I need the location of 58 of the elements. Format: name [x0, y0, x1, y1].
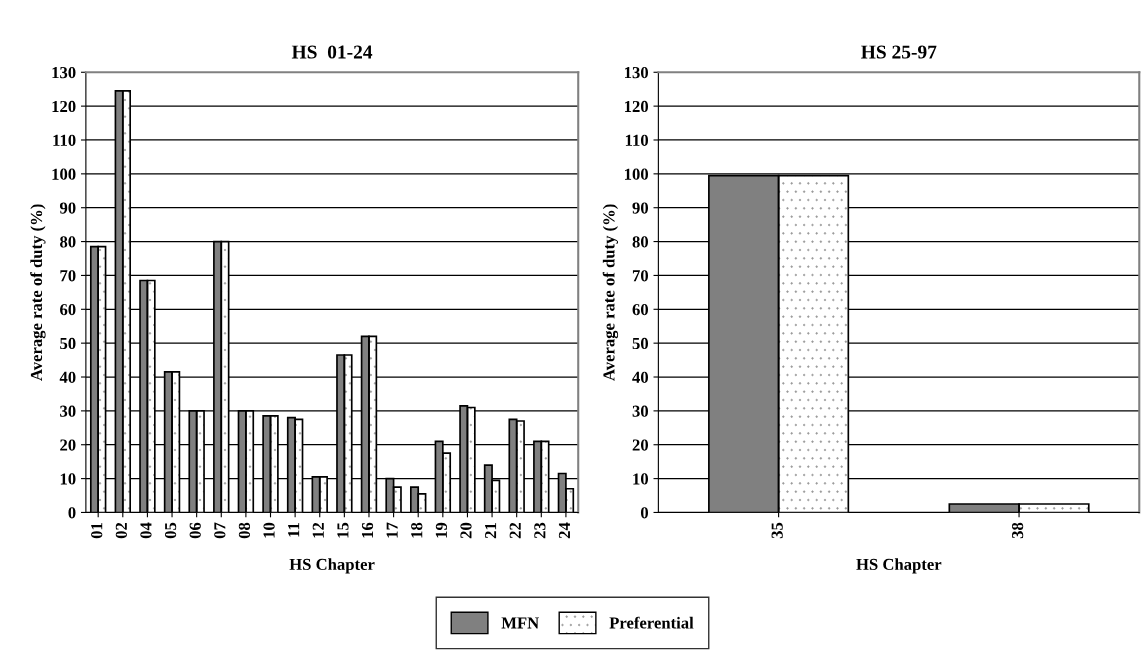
- x-axis-title: HS Chapter: [856, 558, 942, 574]
- x-tick-label: 01: [91, 523, 103, 539]
- x-tick-label: 08: [238, 522, 251, 539]
- y-tick-label: 20: [632, 439, 649, 451]
- y-tick-label: 60: [60, 303, 76, 316]
- x-tick-label: 19: [435, 522, 447, 538]
- x-tick-label: 12: [312, 522, 324, 538]
- y-tick-label: 120: [624, 100, 649, 113]
- x-tick-label: 10: [263, 522, 275, 538]
- x-tick-label: 35: [771, 522, 783, 539]
- x-tick-label: 16: [361, 522, 374, 538]
- x-tick-label: 17: [386, 522, 398, 538]
- x-tick-label: 15: [337, 522, 349, 538]
- chart-title: HS 01-24: [291, 45, 373, 59]
- x-tick-label: 11: [288, 523, 300, 537]
- chart-title: HS 25-97: [861, 45, 937, 59]
- y-tick-label: 130: [624, 66, 649, 79]
- x-tick-label: 24: [558, 522, 570, 539]
- y-tick-label: 50: [60, 337, 76, 350]
- y-tick-label: 0: [640, 507, 649, 519]
- y-axis-title: Average rate of duty (%): [30, 204, 46, 381]
- y-axis-title: Average rate of duty (%): [602, 204, 619, 381]
- y-tick-label: 50: [632, 337, 649, 350]
- y-tick-label: 40: [59, 371, 76, 383]
- y-tick-label: 120: [52, 100, 76, 113]
- x-tick-label: 06: [189, 522, 201, 539]
- y-tick-label: 0: [68, 507, 76, 519]
- legend-label: MFN: [501, 617, 539, 629]
- legend-label: Preferential: [609, 616, 694, 629]
- y-tick-label: 60: [632, 303, 649, 316]
- y-tick-label: 110: [625, 134, 649, 146]
- y-tick-label: 130: [52, 66, 76, 79]
- x-tick-label: 04: [140, 522, 152, 539]
- y-tick-label: 100: [52, 168, 76, 180]
- x-tick-label: 22: [509, 522, 521, 539]
- x-tick-label: 07: [214, 522, 226, 539]
- y-tick-label: 20: [60, 439, 76, 451]
- y-tick-label: 90: [59, 202, 76, 214]
- x-tick-label: 02: [115, 522, 127, 539]
- x-tick-label: 05: [164, 522, 177, 539]
- y-tick-label: 80: [632, 236, 649, 248]
- y-tick-label: 80: [60, 236, 76, 248]
- y-tick-label: 10: [60, 473, 76, 485]
- y-tick-label: 10: [633, 473, 649, 485]
- y-tick-label: 40: [632, 371, 649, 383]
- y-tick-label: 90: [632, 202, 649, 214]
- y-tick-label: 30: [60, 405, 76, 417]
- y-tick-label: 110: [53, 134, 76, 146]
- y-tick-label: 30: [632, 405, 649, 417]
- y-tick-label: 70: [632, 270, 649, 282]
- y-tick-label: 100: [624, 168, 649, 180]
- x-tick-label: 21: [485, 523, 497, 539]
- x-axis-title: HS Chapter: [289, 558, 375, 574]
- x-tick-label: 20: [460, 522, 472, 539]
- y-tick-label: 70: [60, 270, 76, 282]
- x-tick-label: 18: [411, 522, 423, 538]
- x-tick-label: 23: [534, 522, 546, 539]
- x-tick-label: 38: [1011, 522, 1024, 539]
